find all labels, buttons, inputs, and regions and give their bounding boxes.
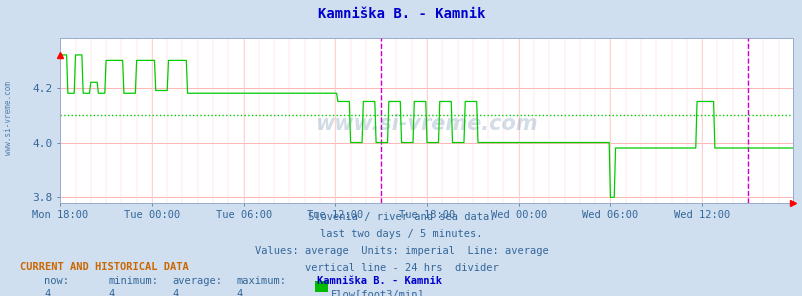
Text: www.si-vreme.com: www.si-vreme.com xyxy=(3,81,13,155)
Text: 4: 4 xyxy=(108,289,115,296)
Text: now:: now: xyxy=(44,276,69,286)
Text: Values: average  Units: imperial  Line: average: Values: average Units: imperial Line: av… xyxy=(254,246,548,256)
Text: maximum:: maximum: xyxy=(237,276,286,286)
Text: last two days / 5 minutes.: last two days / 5 minutes. xyxy=(320,229,482,239)
Text: average:: average: xyxy=(172,276,222,286)
Text: minimum:: minimum: xyxy=(108,276,158,286)
Text: Kamniška B. - Kamnik: Kamniška B. - Kamnik xyxy=(318,7,484,21)
Text: 4: 4 xyxy=(237,289,243,296)
Text: 4: 4 xyxy=(44,289,51,296)
Text: Slovenia / river and sea data.: Slovenia / river and sea data. xyxy=(307,212,495,222)
Text: www.si-vreme.com: www.si-vreme.com xyxy=(314,114,537,134)
Text: CURRENT AND HISTORICAL DATA: CURRENT AND HISTORICAL DATA xyxy=(20,262,188,272)
Text: Flow[foot3/min]: Flow[foot3/min] xyxy=(330,289,424,296)
Text: 4: 4 xyxy=(172,289,179,296)
Text: Kamniška B. - Kamnik: Kamniška B. - Kamnik xyxy=(317,276,442,286)
Text: vertical line - 24 hrs  divider: vertical line - 24 hrs divider xyxy=(304,263,498,273)
